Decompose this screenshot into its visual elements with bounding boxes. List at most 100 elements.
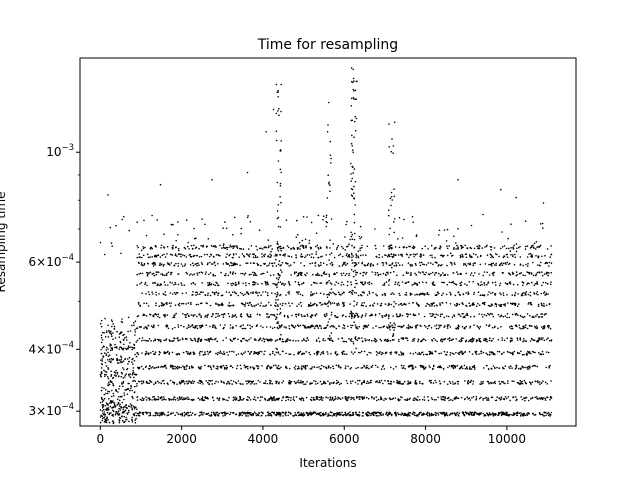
- data-point: [320, 364, 323, 367]
- data-point: [122, 339, 125, 341]
- data-point: [492, 382, 494, 384]
- data-point: [217, 294, 219, 297]
- data-point: [138, 414, 141, 417]
- data-point: [387, 413, 390, 415]
- data-point: [498, 350, 501, 353]
- data-point: [534, 365, 537, 367]
- data-point: [261, 253, 263, 255]
- data-point: [316, 325, 319, 328]
- data-point: [268, 339, 271, 341]
- data-point: [212, 274, 214, 277]
- data-point: [145, 326, 147, 329]
- data-point: [401, 281, 404, 283]
- data-point: [470, 255, 473, 258]
- data-point: [135, 406, 137, 409]
- data-point: [228, 264, 231, 267]
- data-point: [363, 350, 366, 353]
- data-point: [108, 329, 110, 332]
- data-point: [120, 358, 122, 361]
- data-point: [318, 274, 321, 277]
- data-point: [394, 411, 397, 414]
- data-point: [545, 366, 547, 369]
- data-point: [400, 325, 403, 328]
- data-point: [132, 357, 134, 360]
- data-point: [112, 323, 114, 325]
- data-point: [491, 291, 494, 294]
- data-point: [244, 293, 246, 296]
- data-point: [448, 324, 450, 326]
- data-point: [350, 326, 353, 329]
- data-point: [165, 338, 168, 340]
- data-point: [195, 291, 197, 294]
- data-point: [524, 324, 527, 327]
- data-point: [337, 245, 340, 247]
- data-point: [442, 255, 444, 258]
- data-point: [103, 332, 105, 334]
- data-point: [338, 325, 340, 328]
- data-point: [268, 379, 271, 382]
- data-point: [150, 325, 153, 327]
- data-point: [453, 397, 456, 400]
- data-point: [107, 404, 109, 406]
- data-point: [390, 351, 393, 354]
- data-point: [453, 315, 456, 317]
- data-point: [212, 326, 214, 329]
- data-point: [497, 339, 500, 341]
- data-point: [224, 411, 226, 414]
- data-point: [281, 271, 283, 273]
- data-point: [117, 375, 120, 378]
- data-point: [374, 337, 376, 340]
- data-point: [505, 253, 508, 256]
- data-point: [233, 398, 236, 400]
- data-point: [362, 254, 364, 256]
- data-point: [451, 381, 454, 383]
- data-point: [404, 398, 406, 401]
- data-point: [514, 303, 517, 305]
- data-point: [438, 272, 440, 275]
- data-point: [253, 253, 255, 255]
- data-point: [521, 380, 523, 383]
- data-point: [228, 291, 230, 294]
- data-point: [356, 327, 359, 330]
- data-point: [419, 353, 422, 356]
- data-point: [362, 412, 365, 414]
- data-point: [524, 248, 527, 250]
- data-point: [175, 353, 178, 356]
- data-point: [110, 332, 112, 335]
- data-point: [376, 272, 379, 274]
- data-point: [290, 247, 293, 250]
- data-point: [152, 272, 155, 275]
- data-point: [227, 380, 230, 383]
- data-point: [132, 367, 135, 369]
- data-point: [115, 375, 117, 377]
- data-point: [204, 364, 206, 367]
- data-point: [110, 370, 112, 373]
- data-point: [326, 324, 329, 326]
- data-point: [159, 264, 162, 266]
- data-point: [296, 275, 299, 277]
- data-point: [110, 333, 113, 336]
- data-point: [537, 303, 540, 306]
- data-point: [108, 383, 111, 386]
- data-point: [394, 351, 396, 354]
- data-point: [472, 275, 475, 277]
- data-point: [368, 339, 371, 341]
- data-point: [119, 346, 121, 348]
- data-point: [141, 339, 143, 342]
- data-point: [242, 272, 244, 275]
- data-point: [397, 325, 399, 328]
- data-point: [494, 281, 497, 284]
- data-point: [460, 281, 463, 284]
- data-point: [310, 256, 313, 259]
- data-point: [464, 253, 467, 256]
- data-point: [440, 412, 443, 414]
- data-point: [327, 397, 329, 399]
- data-point: [173, 337, 175, 339]
- data-point: [362, 327, 365, 330]
- data-point: [105, 353, 108, 355]
- data-point: [435, 412, 438, 415]
- data-point: [254, 291, 257, 294]
- data-point: [510, 327, 512, 330]
- data-point: [157, 414, 159, 416]
- data-point: [267, 364, 270, 367]
